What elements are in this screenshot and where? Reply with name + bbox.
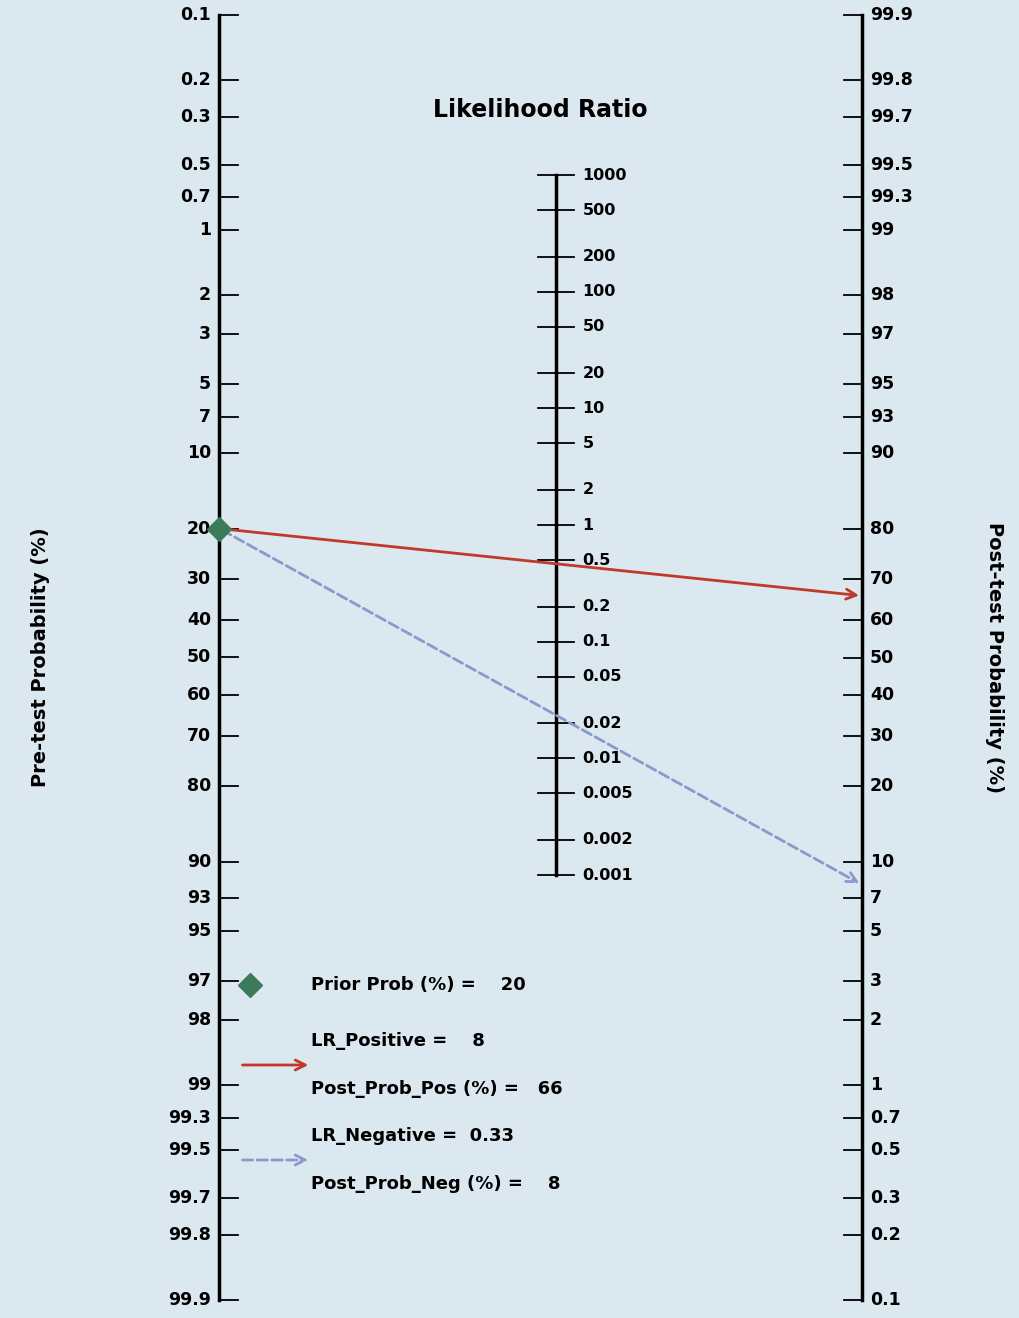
Text: Post-test Probability (%): Post-test Probability (%): [984, 522, 1003, 793]
Text: 1: 1: [199, 221, 211, 239]
Text: 5: 5: [869, 923, 881, 941]
Text: 0.3: 0.3: [869, 1189, 900, 1206]
Text: 0.5: 0.5: [180, 156, 211, 174]
Text: 60: 60: [186, 687, 211, 704]
Text: 30: 30: [869, 728, 894, 745]
Text: 98: 98: [186, 1011, 211, 1028]
Text: 5: 5: [582, 436, 593, 451]
Text: 70: 70: [869, 569, 894, 588]
Text: 0.2: 0.2: [180, 71, 211, 88]
Text: 97: 97: [869, 326, 894, 343]
Text: 99: 99: [186, 1075, 211, 1094]
Text: 98: 98: [869, 286, 894, 304]
Text: Prior Prob (%) =    20: Prior Prob (%) = 20: [311, 977, 526, 994]
Text: 0.1: 0.1: [180, 7, 211, 24]
Text: 99: 99: [869, 221, 894, 239]
Text: 10: 10: [582, 401, 604, 416]
Text: 1: 1: [582, 518, 593, 532]
Text: 0.005: 0.005: [582, 786, 633, 801]
Text: 99.3: 99.3: [168, 1110, 211, 1127]
Text: 93: 93: [186, 890, 211, 907]
Text: 20: 20: [582, 365, 604, 381]
Text: 80: 80: [869, 519, 894, 538]
Text: 50: 50: [582, 319, 604, 335]
Text: 90: 90: [186, 853, 211, 871]
Text: 40: 40: [869, 687, 894, 704]
Text: 60: 60: [869, 610, 894, 629]
Text: 95: 95: [869, 374, 894, 393]
Text: LR_Negative =  0.33: LR_Negative = 0.33: [311, 1127, 514, 1145]
Text: 0.5: 0.5: [869, 1141, 900, 1159]
Text: 30: 30: [186, 569, 211, 588]
Text: 7: 7: [869, 890, 881, 907]
Text: 0.2: 0.2: [869, 1227, 900, 1244]
Text: 90: 90: [869, 444, 894, 463]
Text: 0.002: 0.002: [582, 833, 633, 847]
Text: 100: 100: [582, 285, 615, 299]
Text: LR_Positive =    8: LR_Positive = 8: [311, 1032, 484, 1050]
Text: 99.5: 99.5: [168, 1141, 211, 1159]
Text: 1000: 1000: [582, 167, 627, 182]
Text: 10: 10: [186, 444, 211, 463]
Text: 500: 500: [582, 203, 615, 217]
Text: 99.3: 99.3: [869, 187, 912, 206]
Text: 0.01: 0.01: [582, 751, 622, 766]
Text: 40: 40: [186, 610, 211, 629]
Text: 97: 97: [186, 971, 211, 990]
Text: 0.001: 0.001: [582, 867, 633, 883]
Text: 7: 7: [199, 407, 211, 426]
Text: 0.02: 0.02: [582, 716, 622, 730]
Text: 99.7: 99.7: [168, 1189, 211, 1206]
Text: 20: 20: [186, 519, 211, 538]
Text: Pre-test Probability (%): Pre-test Probability (%): [32, 527, 50, 787]
Text: 20: 20: [869, 778, 894, 796]
Text: 3: 3: [199, 326, 211, 343]
Text: 99.8: 99.8: [869, 71, 912, 88]
Text: Likelihood Ratio: Likelihood Ratio: [433, 99, 647, 123]
Text: 0.3: 0.3: [180, 108, 211, 127]
Text: 99.8: 99.8: [168, 1227, 211, 1244]
Text: 3: 3: [869, 971, 881, 990]
Text: 80: 80: [186, 778, 211, 796]
Text: 0.7: 0.7: [869, 1110, 900, 1127]
Text: 1: 1: [869, 1075, 881, 1094]
Text: 99.7: 99.7: [869, 108, 912, 127]
Text: 99.9: 99.9: [869, 7, 912, 24]
Text: 0.2: 0.2: [582, 600, 610, 614]
Text: 50: 50: [869, 648, 894, 667]
Text: 2: 2: [869, 1011, 881, 1028]
Text: 0.7: 0.7: [180, 187, 211, 206]
Text: 93: 93: [869, 407, 894, 426]
Text: 0.05: 0.05: [582, 670, 622, 684]
Text: 99.9: 99.9: [168, 1292, 211, 1309]
Text: 10: 10: [869, 853, 894, 871]
Text: 200: 200: [582, 249, 615, 264]
Text: 0.1: 0.1: [869, 1292, 900, 1309]
Text: 95: 95: [186, 923, 211, 941]
Text: Post_Prob_Pos (%) =   66: Post_Prob_Pos (%) = 66: [311, 1079, 562, 1098]
Text: 99.5: 99.5: [869, 156, 912, 174]
Text: Post_Prob_Neg (%) =    8: Post_Prob_Neg (%) = 8: [311, 1174, 560, 1193]
Text: 2: 2: [199, 286, 211, 304]
Text: 2: 2: [582, 482, 593, 497]
Text: 5: 5: [199, 374, 211, 393]
Text: 0.5: 0.5: [582, 552, 610, 568]
Text: 50: 50: [186, 648, 211, 667]
Text: 0.1: 0.1: [582, 634, 610, 650]
Text: 70: 70: [186, 728, 211, 745]
